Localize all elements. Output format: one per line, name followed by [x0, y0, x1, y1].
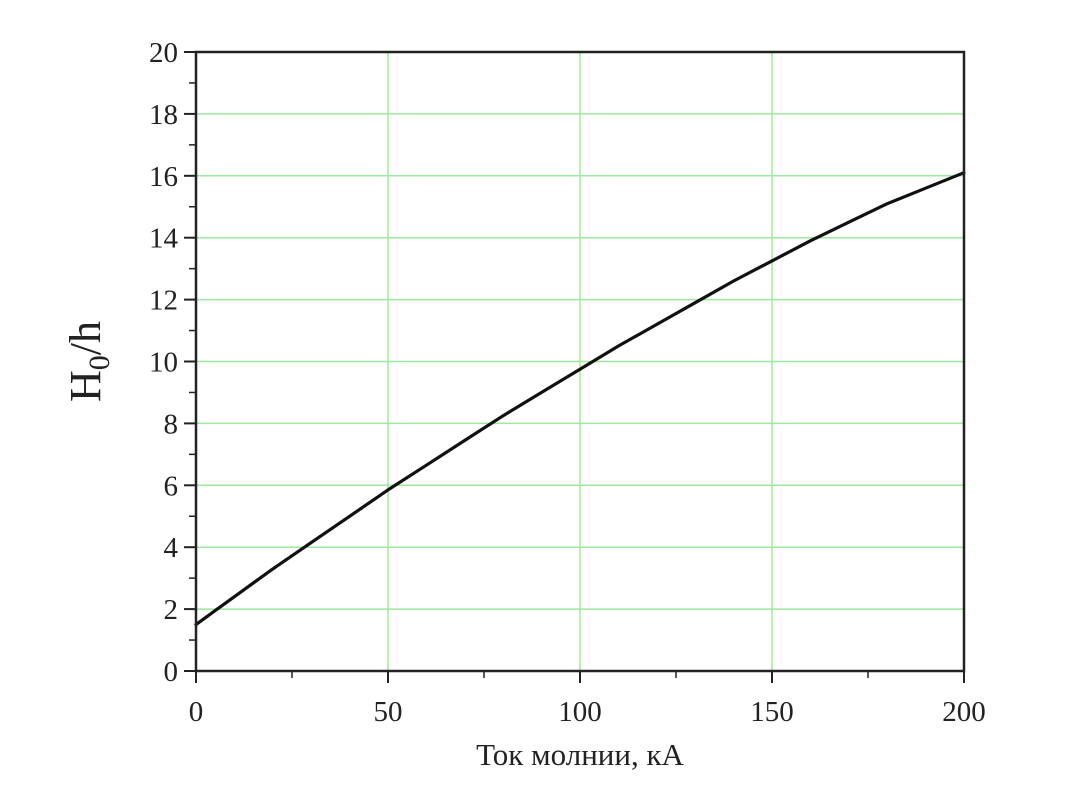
y-axis-label-subscript: 0 [83, 355, 116, 370]
y-tick-label: 0 [164, 656, 179, 688]
tick-labels: 0 50 100 150 200 0 2 4 6 8 10 12 14 16 18 20 [149, 37, 986, 728]
grid-lines [196, 52, 964, 671]
series-layer [194, 171, 966, 627]
y-tick-label: 14 [149, 223, 179, 255]
y-tick-label: 18 [149, 99, 178, 131]
y-axis-label: H0/h [61, 321, 116, 402]
y-tick-label: 16 [149, 161, 178, 193]
y-tick-label: 2 [164, 594, 179, 626]
x-tick-label: 150 [750, 696, 794, 728]
y-tick-label: 8 [164, 408, 179, 440]
x-tick-label: 100 [558, 696, 602, 728]
tick-marks [184, 51, 965, 683]
y-axis-label-main: H [61, 370, 110, 402]
x-tick-label: 0 [189, 696, 204, 728]
y-tick-label: 20 [149, 37, 178, 69]
x-axis-label: Ток молнии, кА [476, 737, 684, 772]
x-tick-label: 50 [374, 696, 403, 728]
x-tick-label: 200 [942, 696, 986, 728]
series-line [194, 171, 966, 627]
y-tick-label: 4 [164, 532, 179, 564]
y-tick-label: 10 [149, 347, 178, 379]
y-tick-label: 6 [164, 470, 179, 502]
y-axis-label-rest: /h [61, 321, 110, 355]
y-tick-label: 12 [149, 285, 178, 317]
